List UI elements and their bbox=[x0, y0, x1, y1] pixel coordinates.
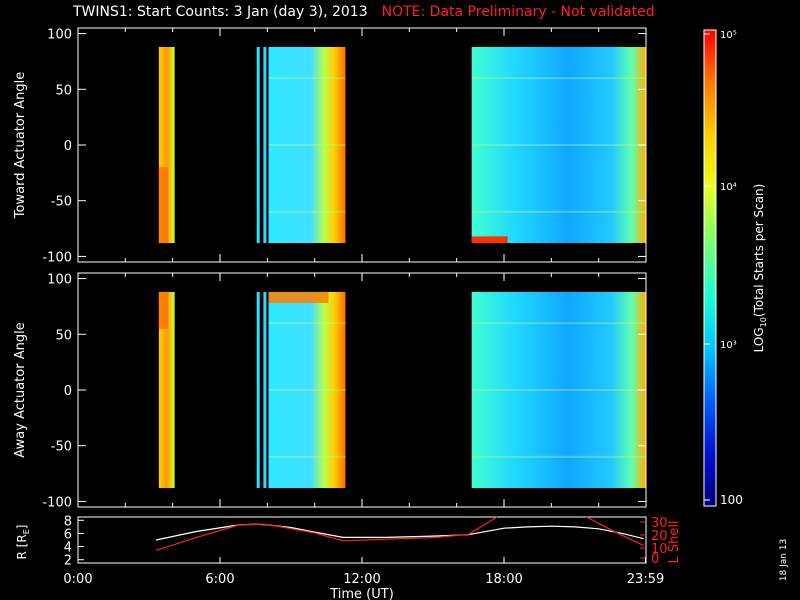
date-stamp: 18 Jan 13 bbox=[779, 539, 789, 582]
scan-band bbox=[471, 144, 646, 146]
orbit-right-label: L Shell bbox=[667, 520, 682, 563]
data-block bbox=[256, 46, 260, 244]
data-block bbox=[268, 46, 346, 244]
high-count-patch bbox=[158, 291, 169, 329]
y-tick-label: -100 bbox=[42, 250, 72, 265]
axis-ticks: 100500-50-100100500-50-100246801020300:0… bbox=[42, 28, 667, 587]
l-shell-line bbox=[586, 516, 644, 547]
scan-band bbox=[268, 322, 346, 325]
orbit-left-label: R [RE] bbox=[15, 525, 31, 560]
scan-band bbox=[268, 77, 346, 80]
orbit-left-tick-label: 8 bbox=[64, 514, 72, 529]
away-y-label: Away Actuator Angle bbox=[13, 322, 28, 457]
scan-band bbox=[471, 455, 646, 458]
y-tick-label: 0 bbox=[64, 384, 72, 399]
scan-band bbox=[268, 144, 346, 146]
toward-heatmap bbox=[158, 46, 646, 244]
colorbar-label: LOG10(Total Starts per Scan) bbox=[752, 184, 768, 353]
x-tick-label: 0:00 bbox=[63, 572, 92, 587]
x-tick-label: 23:59 bbox=[627, 572, 664, 587]
radial-distance-line bbox=[155, 523, 644, 541]
data-block bbox=[256, 291, 260, 489]
orbit-right-tick-label: 20 bbox=[651, 529, 668, 544]
scan-band bbox=[268, 455, 346, 458]
scan-band bbox=[268, 210, 346, 213]
colorbar bbox=[703, 29, 717, 507]
colorbar-tick-label: 10⁵ bbox=[720, 30, 737, 41]
colorbar-ticks: 10⁵ 10⁴ 10³ 100 bbox=[704, 30, 743, 507]
y-tick-label: -50 bbox=[51, 440, 72, 455]
orbit-left-tick-label: 4 bbox=[64, 541, 72, 556]
high-count-patch bbox=[471, 236, 508, 244]
orbit-right-tick-label: 30 bbox=[651, 516, 668, 531]
title-main: TWINS1: Start Counts: 3 Jan (day 3), 201… bbox=[73, 4, 368, 20]
orbit-left-tick-label: 6 bbox=[64, 527, 72, 542]
x-tick-label: 18:00 bbox=[485, 572, 522, 587]
high-count-patch bbox=[268, 291, 329, 304]
y-tick-label: -100 bbox=[42, 495, 72, 510]
y-tick-label: -50 bbox=[51, 195, 72, 210]
data-block bbox=[263, 291, 267, 489]
x-axis-label: Time (UT) bbox=[329, 587, 394, 600]
scan-band bbox=[471, 389, 646, 391]
toward-y-label: Toward Actuator Angle bbox=[13, 72, 28, 219]
scan-band bbox=[471, 210, 646, 213]
y-tick-label: 50 bbox=[55, 83, 72, 98]
scan-band bbox=[471, 322, 646, 325]
chart-title: TWINS1: Start Counts: 3 Jan (day 3), 201… bbox=[73, 4, 655, 20]
data-block bbox=[263, 46, 267, 244]
high-count-patch bbox=[158, 167, 169, 244]
data-block bbox=[158, 291, 175, 489]
data-block bbox=[471, 46, 646, 244]
orbit-right-tick-label: 10 bbox=[651, 542, 668, 557]
colorbar-tick-label: 10⁴ bbox=[720, 182, 737, 193]
x-tick-label: 6:00 bbox=[205, 572, 234, 587]
x-tick-label: 12:00 bbox=[343, 572, 380, 587]
y-tick-label: 0 bbox=[64, 139, 72, 154]
scan-band bbox=[268, 389, 346, 391]
orbit-panel bbox=[155, 516, 644, 551]
y-tick-label: 100 bbox=[47, 28, 72, 43]
data-block bbox=[471, 291, 646, 489]
title-note: NOTE: Data Preliminary - Not validated bbox=[381, 4, 655, 20]
colorbar-tick-label: 10³ bbox=[720, 340, 737, 351]
colorbar-tick-label: 100 bbox=[720, 493, 743, 507]
scan-band bbox=[471, 77, 646, 80]
l-shell-line bbox=[155, 516, 498, 551]
orbit-left-tick-label: 2 bbox=[64, 554, 72, 569]
away-heatmap bbox=[158, 291, 646, 489]
y-tick-label: 100 bbox=[47, 273, 72, 288]
data-block bbox=[268, 291, 346, 489]
y-tick-label: 50 bbox=[55, 328, 72, 343]
orbit-right-tick-label: 0 bbox=[651, 552, 659, 567]
